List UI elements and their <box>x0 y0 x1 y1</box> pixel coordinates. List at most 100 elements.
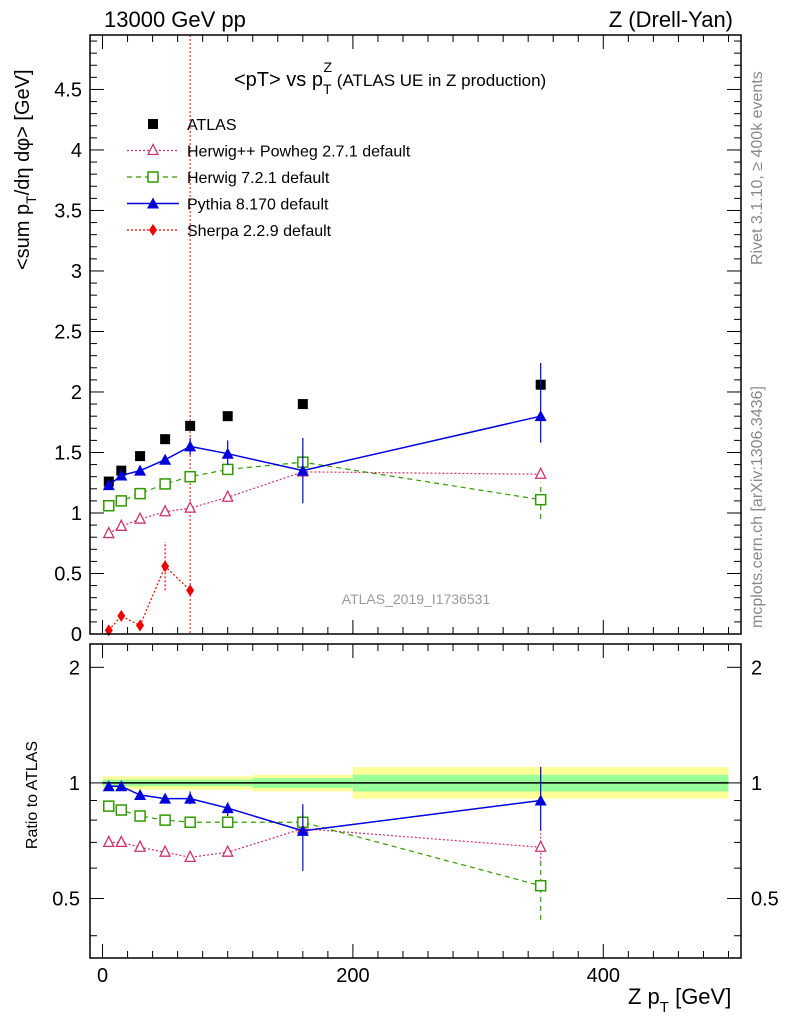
ratio-y-tick-label: 2 <box>751 657 762 679</box>
series-2-ratio-point <box>134 810 146 822</box>
series-3-ratio-point <box>159 792 172 804</box>
y-tick-label: 3 <box>71 261 82 283</box>
series-4-point <box>186 584 195 597</box>
y-tick-label: 1 <box>71 503 82 525</box>
y-tick-label: 1.5 <box>54 442 82 464</box>
series-2-point <box>534 493 547 506</box>
ratio-uncertainty-bands <box>102 767 729 799</box>
series-1-ratio-point <box>184 849 197 862</box>
series-0-legend-marker <box>148 119 158 129</box>
series-1-ratio-point <box>102 834 115 848</box>
analysis-name-label: ATLAS_2019_I1736531 <box>342 591 491 607</box>
data-series <box>102 362 547 920</box>
y-tick-label: 3.5 <box>54 200 82 222</box>
series-3-point <box>115 469 128 481</box>
series-4-point <box>136 619 145 632</box>
series-0-point <box>185 420 196 431</box>
axes: 0 200 400 0 0.5 1 1.5 2 2.5 3 3.5 4 4.5 0.5 0.5 1 1 2 2 <box>52 35 779 987</box>
series-2-point <box>221 463 234 476</box>
series-1-line <box>108 471 541 535</box>
series-4-legend-label: Sherpa 2.2.9 default <box>187 223 332 240</box>
series-2-point <box>159 478 171 490</box>
series-3-ratio-point <box>134 789 147 801</box>
series-2-ratio-point <box>103 800 115 812</box>
series-1-ratio-point <box>115 834 128 848</box>
series-3-ratio-point <box>534 794 547 806</box>
series-2-point <box>184 470 196 483</box>
series-3-ratio-point <box>102 780 115 792</box>
series-2-ratio-line <box>108 805 541 887</box>
series-3-ratio-point <box>115 780 128 792</box>
series-3-point <box>184 440 197 452</box>
series-3-point <box>134 464 147 476</box>
series-2-point <box>103 499 115 512</box>
series-2-ratio-point <box>221 816 234 828</box>
series-3-point <box>221 447 234 459</box>
series-2-point <box>115 495 128 507</box>
y-tick-label: 4 <box>71 140 82 162</box>
ratio-y-tick-label: 1 <box>69 773 80 795</box>
plot-frames <box>89 34 742 959</box>
series-1-ratio-line <box>108 828 541 858</box>
ratio-panel-frame <box>89 643 742 959</box>
series-1-point <box>159 504 172 517</box>
series-3-line <box>108 415 541 486</box>
y-tick-label: 2.5 <box>54 321 82 343</box>
series-3-point <box>159 453 172 465</box>
mcplots-credit-label: mcplots.cern.ch [arXiv:1306.3436] <box>749 386 766 628</box>
main-panel-frame <box>89 34 742 635</box>
ratio-y-tick-label: 0.5 <box>751 889 779 911</box>
ratio-y-tick-label: 0.5 <box>52 889 80 911</box>
series-1-point <box>102 526 115 539</box>
series-1-point <box>534 466 547 479</box>
series-1-point <box>115 518 128 531</box>
series-1-legend-label: Herwig++ Powheg 2.7.1 default <box>187 144 411 161</box>
series-1-legend-marker <box>146 143 160 156</box>
series-1-point <box>134 511 147 524</box>
energy-label: 13000 GeV pp <box>104 7 246 32</box>
rivet-version-label: Rivet 3.1.10, ≥ 400k events <box>749 71 766 265</box>
series-1-ratio-point <box>534 839 547 852</box>
x-tick-label: 0 <box>97 965 108 987</box>
x-tick-label: 200 <box>336 965 369 987</box>
series-2-point <box>134 487 146 500</box>
series-0-legend-label: ATLAS <box>187 117 237 134</box>
x-axis-label: Z pT [GeV] <box>628 984 731 1016</box>
x-tick-label: 400 <box>587 965 620 987</box>
process-label: Z (Drell-Yan) <box>609 7 733 32</box>
ratio-y-tick-label: 1 <box>751 773 762 795</box>
series-2-legend-marker <box>147 171 159 183</box>
y-tick-label: 2 <box>71 382 82 404</box>
series-2-ratio-point <box>184 816 196 828</box>
series-3-legend-label: Pythia 8.170 default <box>187 197 329 214</box>
series-0-point <box>297 399 308 410</box>
series-4-point <box>117 609 126 622</box>
ratio-y-axis-label: Ratio to ATLAS <box>24 741 41 849</box>
series-3-ratio-point <box>184 792 197 804</box>
series-0-point <box>160 434 171 445</box>
series-0-point <box>135 451 146 462</box>
series-2-ratio-point <box>115 804 128 816</box>
series-2-ratio-point <box>534 879 547 892</box>
series-0-point <box>222 411 233 422</box>
ratio-y-tick-label: 2 <box>69 657 80 679</box>
series-1-ratio-point <box>159 844 172 857</box>
y-tick-label: 4.5 <box>54 79 82 101</box>
series-1-ratio-point <box>221 844 234 857</box>
series-3-ratio-point <box>221 802 234 814</box>
y-tick-label: 0 <box>71 624 82 646</box>
series-3-point <box>296 464 309 476</box>
plot-title: <pT> vs pTZ (ATLAS UE in Z production) <box>234 59 546 97</box>
series-4-legend-marker <box>149 224 157 236</box>
series-3-ratio-point <box>296 824 309 836</box>
series-3-legend-marker <box>147 197 159 209</box>
series-3-point <box>534 410 547 422</box>
series-2-line <box>108 461 541 507</box>
series-1-point <box>221 489 234 502</box>
series-1-point <box>184 500 197 513</box>
series-3-point <box>102 479 115 491</box>
series-4-point <box>161 560 170 573</box>
legend: ATLAS Herwig++ Powheg 2.7.1 default Herwig… <box>127 117 411 240</box>
y-tick-label: 0.5 <box>54 563 82 585</box>
